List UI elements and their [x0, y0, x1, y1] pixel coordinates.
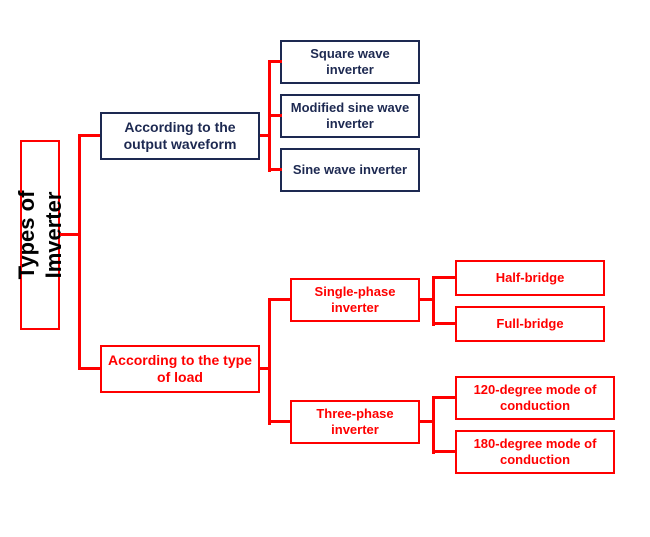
connector-line — [268, 420, 292, 423]
connector-line — [78, 136, 81, 370]
connector-line — [78, 367, 100, 370]
connector-line — [432, 396, 456, 399]
connector-line — [432, 276, 456, 279]
modified-sine-node: Modified sine wave inverter — [280, 94, 420, 138]
half-bridge-node: Half-bridge — [455, 260, 605, 296]
connector-line — [268, 62, 271, 172]
connector-line — [268, 114, 282, 117]
root-node: Types of Imverter — [20, 140, 60, 330]
connector-line — [268, 298, 292, 301]
full-bridge-node: Full-bridge — [455, 306, 605, 342]
connector-line — [60, 233, 80, 236]
sine-wave-node: Sine wave inverter — [280, 148, 420, 192]
connector-line — [268, 60, 282, 63]
connector-line — [432, 398, 435, 454]
mode-120-node: 120-degree mode of conduction — [455, 376, 615, 420]
mode-180-node: 180-degree mode of conduction — [455, 430, 615, 474]
three-phase-node: Three-phase inverter — [290, 400, 420, 444]
connector-line — [78, 134, 100, 137]
waveform-node: According to the output waveform — [100, 112, 260, 160]
load-node: According to the type of load — [100, 345, 260, 393]
connector-line — [432, 322, 456, 325]
connector-line — [268, 168, 282, 171]
single-phase-node: Single-phase inverter — [290, 278, 420, 322]
connector-line — [268, 300, 271, 425]
connector-line — [432, 450, 456, 453]
connector-line — [432, 278, 435, 326]
square-wave-node: Square wave inverter — [280, 40, 420, 84]
